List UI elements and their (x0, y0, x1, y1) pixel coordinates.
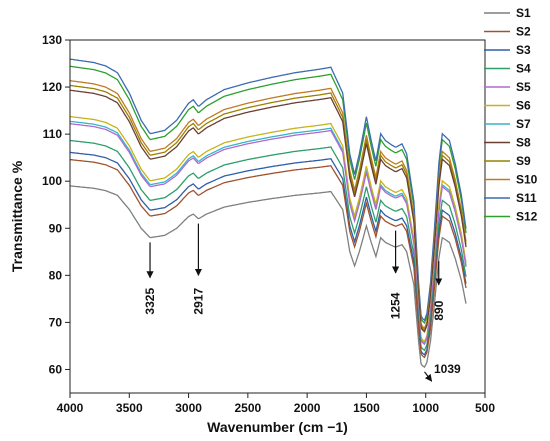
series-line-s6 (69, 115, 467, 343)
y-tick-label: 120 (42, 80, 62, 94)
legend-label-s7: S7 (516, 117, 531, 131)
legend-label-s8: S8 (516, 136, 531, 150)
legend-label-s12: S12 (516, 210, 538, 224)
series-line-s9 (69, 84, 467, 332)
x-tick-label: 1500 (353, 401, 380, 415)
annotation-label-1039: 1039 (434, 362, 461, 376)
legend-label-s3: S3 (516, 43, 531, 57)
x-tick-label: 2000 (294, 401, 321, 415)
series-line-s12 (69, 65, 467, 325)
x-axis-label: Wavenumber (cm −1) (207, 419, 348, 435)
y-axis-label: Transmittance % (9, 160, 25, 272)
legend-label-s6: S6 (516, 99, 531, 113)
series-line-s7 (69, 120, 467, 345)
legend-label-s1: S1 (516, 6, 531, 20)
x-tick-label: 4000 (57, 401, 84, 415)
series-line-s5 (69, 123, 467, 346)
legend-label-s2: S2 (516, 25, 531, 39)
y-tick-label: 90 (49, 221, 63, 235)
series-line-s2 (69, 158, 467, 359)
y-tick-label: 130 (42, 33, 62, 47)
x-tick-label: 2500 (235, 401, 262, 415)
legend-label-s10: S10 (516, 173, 538, 187)
y-tick-label: 110 (43, 127, 63, 141)
annotation-label-3325: 3325 (143, 288, 157, 315)
x-tick-label: 1000 (412, 401, 439, 415)
series-line-s4 (69, 139, 467, 352)
series-line-s11 (69, 58, 467, 322)
series-line-s8 (69, 89, 467, 333)
x-tick-label: 3000 (175, 401, 202, 415)
x-tick-label: 3500 (116, 401, 143, 415)
y-tick-label: 60 (49, 362, 63, 376)
y-tick-label: 70 (49, 315, 63, 329)
legend-label-s4: S4 (516, 62, 531, 76)
annotation-label-2917: 2917 (191, 288, 205, 315)
annotation-label-1254: 1254 (389, 292, 403, 319)
annotation-label-890: 890 (432, 300, 446, 320)
x-tick-label: 500 (475, 401, 495, 415)
y-tick-label: 80 (49, 268, 63, 282)
legend-label-s9: S9 (516, 154, 531, 168)
legend-label-s5: S5 (516, 80, 531, 94)
series-line-s3 (69, 151, 467, 356)
series-line-s10 (69, 79, 467, 330)
y-tick-label: 100 (42, 174, 62, 188)
annotation-arrow-1039 (424, 371, 433, 382)
series-line-s1 (69, 185, 467, 369)
legend-label-s11: S11 (516, 191, 537, 205)
